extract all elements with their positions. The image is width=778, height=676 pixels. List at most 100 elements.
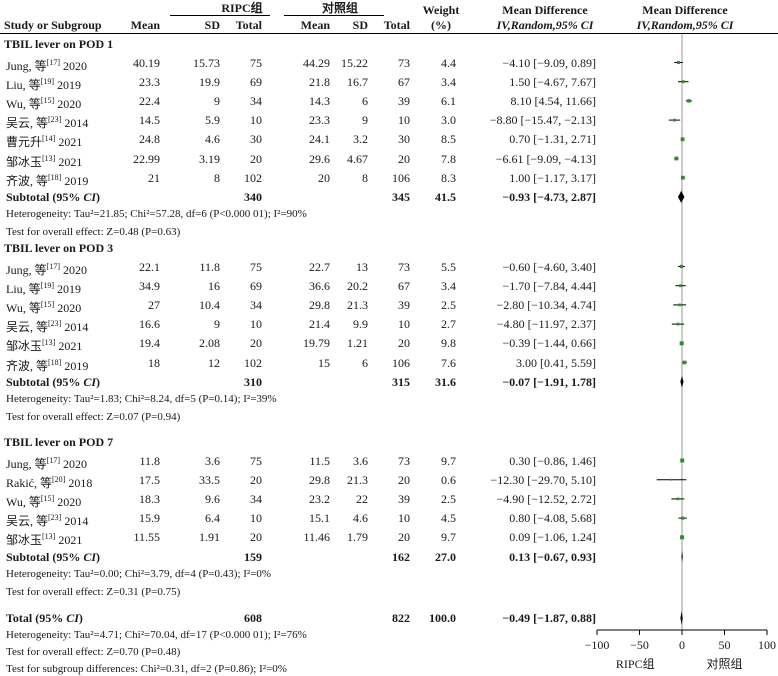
study-label: 邹冰玉[13] 2021 [6,530,82,547]
cell-m1: 16.6 [139,317,160,332]
subtotal-diamond [677,190,685,203]
cell-w: 2.5 [441,491,456,506]
study-year: 2019 [57,77,81,92]
cell-n2: 20 [398,151,410,166]
cell-sd1: 9 [214,317,220,332]
cell-n2: 67 [398,74,410,89]
cell-sd2: 6 [362,355,368,370]
subgroup-differences: Test for subgroup differences: Chi²=0.31… [6,663,287,675]
total-label-part: Total (95% [6,611,67,625]
study-name: 吴云, 等 [6,116,49,131]
subgroup-title: TBIL lever on POD 3 [4,241,114,255]
favours-right-label: 对照组 [706,657,742,671]
study-ref: [15] [40,299,55,309]
x-tick-label: −100 [585,638,610,652]
subtotal-label-part: ) [96,374,101,389]
study-name: 邹冰玉 [6,533,43,548]
cell-w: 3.4 [441,278,456,293]
cell-sd1: 1.91 [199,530,220,545]
sd2-header: SD [352,18,368,32]
cell-m1: 40.19 [133,55,160,70]
subtotal-label: Subtotal (95% CI) [6,190,100,204]
study-year: 2020 [57,494,82,509]
study-year: 2014 [64,514,89,529]
study-year: 2020 [63,58,87,73]
header-rule [0,33,778,34]
total-n1: 608 [244,611,262,625]
study-marker [670,478,673,481]
cell-w: 8.5 [441,132,456,147]
cell-w: 3.4 [441,74,456,89]
study-name: Jung, 等 [6,456,47,471]
study-year: 2021 [58,135,83,150]
study-label: 齐波, 等[18] 2019 [6,171,88,188]
cell-n1: 20 [250,472,262,487]
study-year: 2019 [64,358,89,373]
study-ref: [13] [42,532,56,542]
study-label: Jung, 等[17] 2020 [6,260,87,277]
cell-n2: 10 [398,317,410,332]
cell-n1: 20 [250,530,262,545]
subtotal-n1: 159 [244,549,262,564]
study-label: Jung, 等[17] 2020 [6,56,87,73]
cell-n1: 75 [250,259,262,274]
total-overall-effect: Test for overall effect: Z=0.70 (P=0.48) [6,646,181,658]
cell-m1: 11.55 [133,530,160,545]
cell-sd1: 19.9 [199,74,220,89]
group1-underline [170,15,270,16]
cell-sd1: 3.6 [205,453,220,468]
total-label: Total (95% CI) [6,611,83,625]
subtotal-label: Subtotal (95% CI) [6,550,100,564]
sd1-header: SD [204,18,220,32]
cell-sd1: 6.4 [205,511,220,526]
study-year: 2014 [64,320,89,335]
cell-ci: −4.80 [−11.97, 2.37] [496,317,596,332]
cell-n1: 34 [250,491,262,506]
cell-ci: −12.30 [−29.70, 5.10] [490,472,596,487]
cell-w: 9.7 [441,530,456,545]
cell-w: 9.7 [441,453,456,468]
study-year: 2020 [63,456,87,471]
cell-w: 4.4 [441,55,456,70]
subtotal-ci: 0.13 [−0.67, 0.93] [509,549,596,564]
study-ref: [19] [40,76,54,86]
study-name: Rakić, 等 [6,475,52,490]
overall-effect-text: Test for overall effect: Z=0.48 (P=0.63) [6,225,181,238]
cell-sd1: 15.73 [193,55,220,70]
study-ref: [15] [40,493,55,503]
cell-sd1: 33.5 [199,472,220,487]
cell-n1: 10 [250,511,262,526]
cell-ci: −0.39 [−1.44, 0.66] [502,336,596,351]
subtotal-ci: −0.93 [−4.73, 2.87] [502,189,596,204]
study-ref: [23] [48,115,62,125]
weight-header: Weight [422,3,460,17]
subgroup-title: TBIL lever on POD 1 [4,37,114,51]
total-label-part: ) [78,611,83,625]
study-name: 吴云, 等 [6,320,49,335]
cell-m2: 11.5 [309,453,330,468]
subtotal-n2: 345 [392,189,410,204]
cell-w: 8.3 [441,170,456,185]
cell-m1: 21 [148,170,160,185]
cell-m2: 11.46 [303,530,330,545]
study-ref: [17] [46,261,60,271]
cell-m1: 18 [148,355,160,370]
study-year: 2020 [57,96,82,111]
cell-n2: 20 [398,472,410,487]
x-tick-label: 0 [679,638,685,652]
cell-m2: 19.79 [303,336,330,351]
cell-m2: 36.6 [309,278,330,293]
subtotal-label-part: ) [96,189,101,204]
cell-m2: 21.4 [309,317,330,332]
cell-n1: 30 [250,132,262,147]
study-year: 2021 [58,154,83,169]
cell-sd2: 15.22 [341,55,368,70]
study-column-header: Study or Subgroup [4,18,102,32]
cell-sd2: 1.79 [347,530,368,545]
study-marker [681,516,685,520]
cell-sd2: 3.6 [353,453,368,468]
study-marker [680,175,685,180]
cell-sd1: 9 [214,93,220,108]
study-marker [680,535,685,540]
cell-n2: 73 [398,453,410,468]
